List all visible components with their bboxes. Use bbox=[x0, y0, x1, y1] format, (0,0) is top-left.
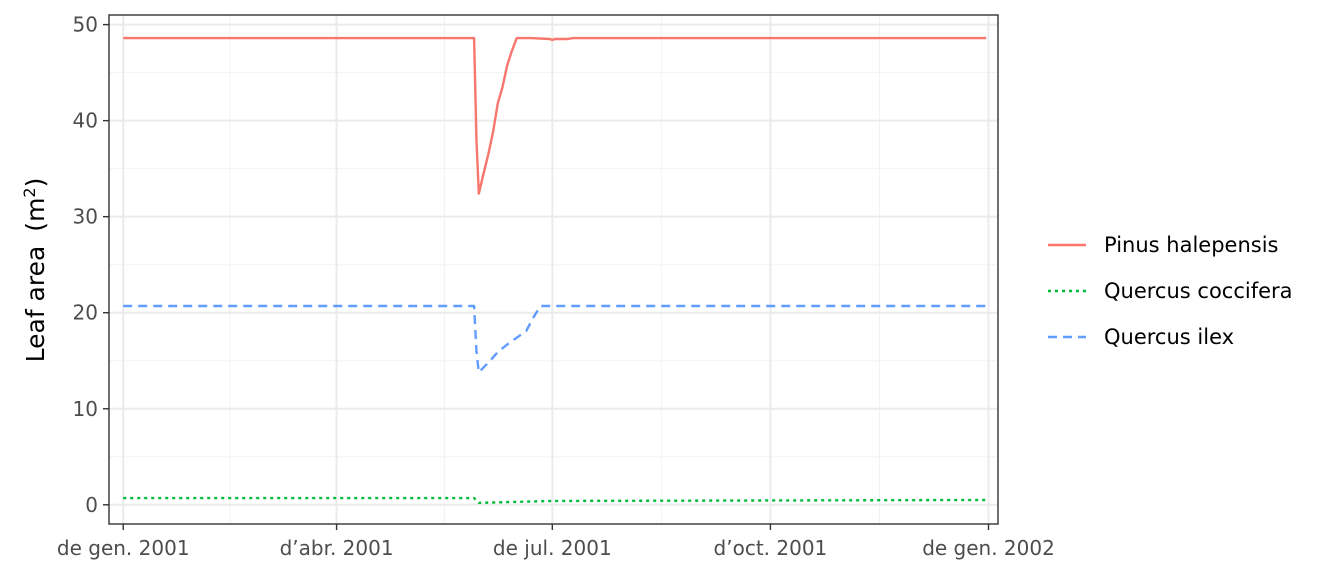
legend: Pinus halepensis Quercus coccifera Quercus… bbox=[1048, 233, 1293, 349]
x-tick-label: de jul. 2001 bbox=[493, 536, 612, 560]
y-axis-ticks: 0 10 20 30 40 50 bbox=[73, 13, 109, 517]
major-gridlines bbox=[109, 15, 998, 524]
y-tick-label: 20 bbox=[73, 301, 98, 325]
legend-label-1: Quercus coccifera bbox=[1104, 279, 1293, 303]
y-tick-label: 30 bbox=[73, 205, 98, 229]
y-axis-title: Leaf area (m2) bbox=[20, 178, 50, 363]
x-axis-ticks: de gen. 2001 d’abr. 2001 de jul. 2001 d’oct… bbox=[57, 524, 1055, 560]
x-tick-label: de gen. 2001 bbox=[57, 536, 190, 560]
series-line-0 bbox=[123, 36, 987, 195]
x-tick-label: d’abr. 2001 bbox=[280, 536, 394, 560]
series-lines bbox=[123, 36, 987, 505]
y-axis-unit-close: ) bbox=[21, 178, 50, 188]
x-tick-label: d’oct. 2001 bbox=[714, 536, 828, 560]
y-axis-title-text: Leaf area bbox=[21, 246, 50, 363]
y-axis-unit-exponent: 2 bbox=[20, 187, 39, 197]
y-axis-unit: (m bbox=[21, 198, 50, 232]
y-tick-label: 0 bbox=[85, 493, 98, 517]
y-tick-label: 40 bbox=[73, 109, 98, 133]
series-line-2 bbox=[123, 304, 987, 374]
legend-label-2: Quercus ilex bbox=[1104, 325, 1234, 349]
panel-border bbox=[108, 14, 999, 525]
x-tick-label: de gen. 2002 bbox=[922, 536, 1055, 560]
y-tick-label: 50 bbox=[73, 13, 98, 37]
y-tick-label: 10 bbox=[73, 397, 98, 421]
legend-label-0: Pinus halepensis bbox=[1104, 233, 1278, 257]
series-line-1 bbox=[123, 496, 987, 505]
minor-gridlines bbox=[109, 15, 998, 524]
